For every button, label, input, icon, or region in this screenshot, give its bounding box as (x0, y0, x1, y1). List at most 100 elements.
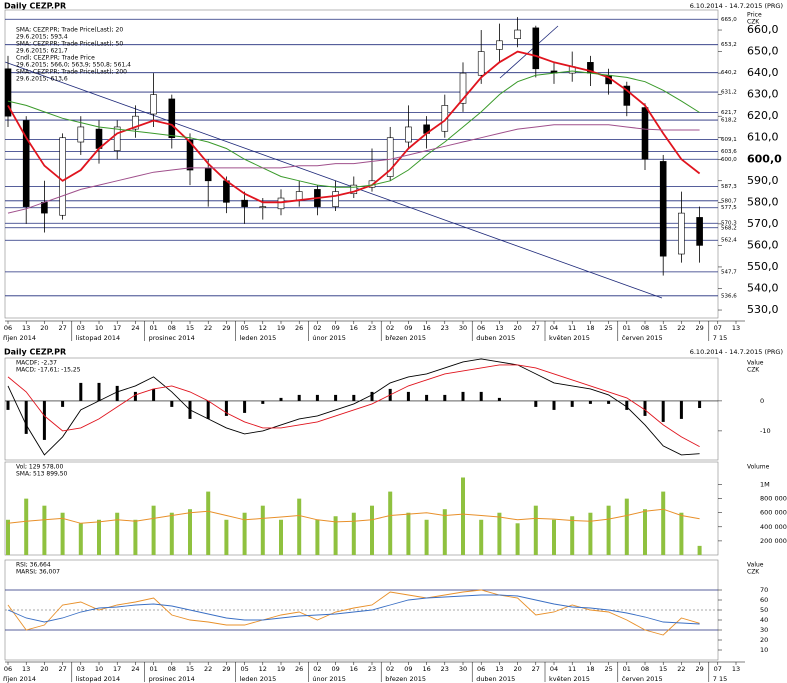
histogram-bar (133, 391, 137, 401)
month-label: červen 2015 (622, 334, 663, 342)
level-label: 621,7 (721, 110, 737, 116)
x-tick-label: 01 (623, 324, 631, 332)
y-tick-label: 560,0 (747, 238, 779, 251)
histogram-bar (534, 400, 538, 407)
y-tick-label: 1M (760, 481, 770, 489)
sma-line (7, 124, 700, 214)
sma-line (7, 70, 700, 188)
month-label: duben 2015 (476, 334, 515, 342)
y-tick-label: 40 (760, 616, 768, 624)
axis-unit: Volume (747, 464, 770, 471)
candle-body (641, 107, 649, 160)
level-label: 631,2 (721, 90, 737, 96)
panel-frame (4, 357, 719, 461)
volume-bar (279, 519, 283, 555)
volume-bar (479, 519, 484, 555)
level-label: 640,2 (721, 70, 737, 76)
histogram-bar (79, 382, 83, 401)
candle-body (295, 191, 303, 201)
volume-bar (6, 519, 10, 555)
candle-body (186, 139, 194, 171)
histogram-bar (352, 394, 356, 401)
y-tick-label: 50 (760, 606, 768, 614)
volume-bar (169, 512, 174, 555)
histogram-bar (406, 391, 410, 401)
x-tick-label: 08 (168, 665, 176, 673)
candle-body (386, 137, 394, 177)
level-label: 547,7 (721, 269, 737, 275)
x-tick-label: 29 (695, 665, 703, 673)
x-tick-label: 10 (95, 324, 103, 332)
axis-unit: CZK (747, 367, 760, 374)
volume-bar (588, 512, 593, 555)
x-tick-label: 25 (604, 324, 612, 332)
level-label: 580,7 (721, 198, 737, 204)
candle-body (459, 72, 467, 104)
volume-bar (188, 509, 192, 555)
x-tick-label: 01 (149, 665, 157, 673)
volume-bar (260, 505, 265, 555)
candle-body (532, 27, 540, 70)
x-tick-label: 20 (513, 665, 521, 673)
candle-body (696, 217, 703, 246)
histogram-bar (479, 391, 483, 401)
x-tick-label: 29 (222, 665, 230, 673)
month-label: prosinec 2014 (149, 334, 195, 342)
volume-bar (60, 512, 65, 555)
candle-body (496, 40, 503, 50)
legend-value: 29.6.2015; 566,0; 563,9; 550,8; 561,4 (16, 62, 131, 69)
level-label: 665,0 (721, 17, 737, 23)
x-tick-label: 09 (404, 324, 412, 332)
candle-body (204, 167, 212, 182)
month-label: duben 2015 (476, 675, 515, 683)
x-tick-label: 04 (550, 665, 558, 673)
candle-body (77, 126, 85, 143)
y-tick-label: 650,0 (747, 45, 779, 58)
x-tick-label: 02 (313, 324, 321, 332)
x-tick-label: 03 (77, 665, 85, 673)
x-tick-label: 27 (532, 324, 540, 332)
axis-unit: Value (747, 562, 764, 569)
x-tick-label: 17 (113, 324, 121, 332)
volume-bar (533, 505, 538, 555)
month-label: 7 15 (713, 675, 727, 683)
x-tick-label: 04 (550, 324, 558, 332)
volume-bar (224, 519, 229, 555)
volume-bar (315, 519, 320, 555)
x-tick-label: 13 (732, 665, 740, 673)
legend-label: SMA; CEZP.PR; Trade Price(Last); 20 (16, 27, 123, 34)
month-label: leden 2015 (240, 334, 277, 342)
candle-body (350, 184, 358, 195)
histogram-bar (243, 400, 247, 413)
x-tick-label: 13 (495, 665, 503, 673)
candle-body (95, 128, 103, 149)
candle-body (113, 126, 121, 151)
histogram-bar (224, 400, 228, 416)
candle-body (132, 115, 139, 130)
x-tick-label: 05 (240, 324, 248, 332)
legend-label: MACDF; -2,37 (16, 360, 57, 367)
volume-bar (24, 498, 29, 555)
volume-bar (78, 523, 83, 555)
level-label: 600,0 (721, 157, 737, 163)
level-label: 536,6 (721, 293, 737, 299)
legend-value: 29.6.2015; 621,7 (16, 48, 68, 55)
volume-bar (679, 512, 684, 555)
y-tick-label: 610,0 (747, 131, 779, 144)
x-tick-label: 13 (22, 324, 30, 332)
month-label: únor 2015 (312, 334, 346, 342)
level-label: 587,3 (721, 184, 737, 190)
x-tick-label: 11 (568, 665, 576, 673)
volume-sma (7, 508, 700, 524)
volume-bar (351, 512, 356, 555)
legend-label: Cndl; CEZP.PR; Trade Price (16, 55, 95, 62)
legend-label: MARSI; 36,007 (16, 569, 60, 576)
y-tick-label: 640,0 (747, 66, 779, 79)
y-tick-label: 400 000 (760, 523, 787, 531)
x-tick-label: 23 (441, 665, 449, 673)
x-tick-label: 23 (368, 665, 376, 673)
y-tick-label: 570,0 (747, 217, 779, 230)
x-tick-label: 12 (259, 324, 267, 332)
trend-line (4, 61, 663, 299)
